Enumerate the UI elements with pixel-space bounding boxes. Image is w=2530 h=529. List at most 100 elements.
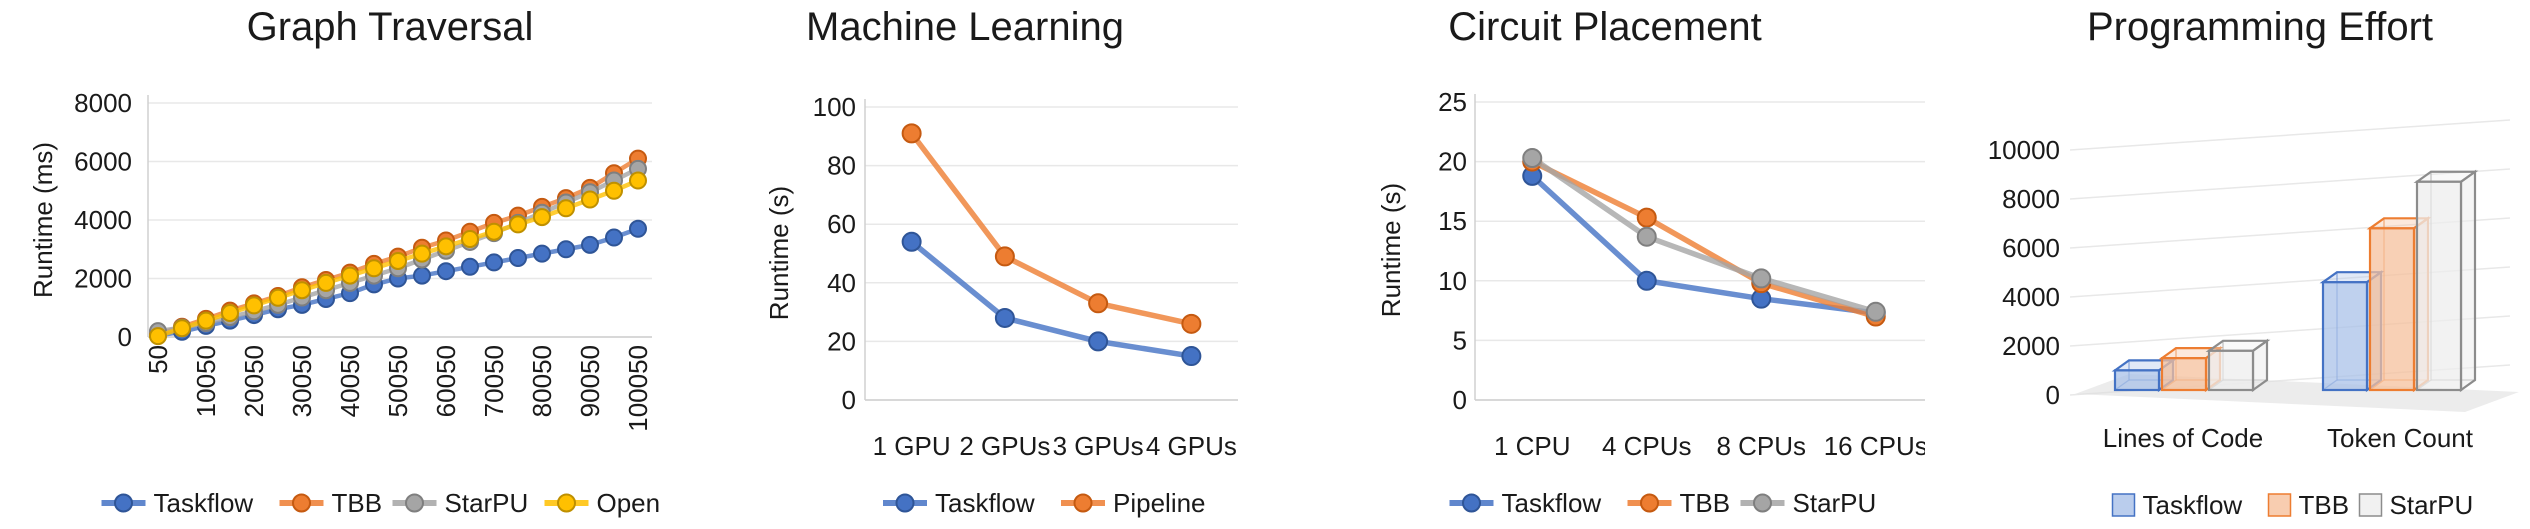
legend-circle-marker: [405, 493, 424, 513]
y-tick-label: 6000: [2002, 233, 2060, 263]
legend-item-taskflow: Taskflow: [883, 488, 1035, 518]
chart-title: Machine Learning: [806, 5, 1124, 49]
x-tick-label: 4 CPUs: [1602, 431, 1692, 461]
legend-circle-marker: [1073, 493, 1093, 513]
data-point-marker: [901, 231, 922, 252]
data-point-marker: [149, 327, 167, 346]
data-point-marker: [605, 181, 623, 200]
data-point-marker: [1088, 331, 1109, 352]
data-point-marker: [581, 190, 599, 209]
data-point-marker: [197, 311, 215, 330]
data-point-marker: [629, 219, 647, 238]
data-point-marker: [485, 253, 503, 272]
x-tick-label: 30050: [287, 345, 317, 417]
chart-programming-effort: 0 2000 4000 6000 8000 10000 Lines of Code Token…: [1925, 0, 2530, 529]
data-point-marker: [1522, 148, 1543, 169]
y-tick-label: 20: [827, 326, 856, 356]
data-point-marker: [581, 235, 599, 254]
legend-label: Taskflow: [154, 488, 254, 518]
y-axis-title: Runtime (s): [1376, 183, 1406, 317]
chart-title: Graph Traversal: [247, 5, 534, 49]
legend-label: OpenMP: [597, 488, 661, 518]
x-tick-label: 60050: [431, 345, 461, 417]
series-line: [1530, 155, 1877, 315]
x-tick-label: 16 CPUs: [1824, 431, 1925, 461]
x-tick-label: 2 GPUs: [959, 431, 1050, 461]
x-tick-label: 50: [143, 345, 173, 374]
legend-label: Taskflow: [935, 488, 1035, 518]
legend-item-taskflow: Taskflow: [101, 488, 254, 518]
legend-item-pipeline: Pipeline: [1061, 488, 1206, 518]
data-point-marker: [437, 237, 455, 256]
data-point-marker: [293, 281, 311, 300]
y-axis-title: Runtime (s): [764, 186, 794, 320]
legend-square-marker: [2111, 493, 2136, 517]
bar-front-face: [2113, 369, 2161, 392]
data-point-marker: [461, 257, 479, 276]
y-tick-label: 10: [1438, 266, 1467, 296]
legend-item-starpu: StarPU: [2358, 490, 2474, 520]
legend-label: Taskflow: [1502, 488, 1602, 518]
legend-circle-marker: [1640, 493, 1659, 513]
x-tick-label: 50050: [383, 345, 413, 417]
y-tick-label: 25: [1438, 87, 1467, 117]
data-point-marker: [994, 246, 1015, 267]
legend-circle-marker: [114, 493, 133, 513]
legend-item-taskflow: Taskflow: [1449, 488, 1602, 518]
x-category-label: Token Count: [2327, 423, 2474, 453]
data-point-marker: [605, 228, 623, 247]
y-tick-label: 2000: [2002, 331, 2060, 361]
data-point-marker: [1636, 270, 1657, 291]
legend-circle-marker: [1753, 493, 1772, 513]
legend-square-marker: [2267, 493, 2292, 517]
legend-label: Pipeline: [1113, 488, 1206, 518]
data-point-marker: [1751, 268, 1772, 289]
data-point-marker: [437, 262, 455, 281]
x-tick-label: 4 GPUs: [1146, 431, 1237, 461]
x-tick-label: 1 GPU: [873, 431, 951, 461]
legend-label: StarPU: [1793, 488, 1877, 518]
y-tick-label: 100: [813, 92, 856, 122]
x-tick-label: 40050: [335, 345, 365, 417]
bar-starpu-token-count: [2413, 169, 2479, 393]
data-point-marker: [317, 273, 335, 292]
y-tick-label: 4000: [2002, 282, 2060, 312]
data-point-marker: [509, 215, 527, 234]
series-line: [1531, 159, 1877, 320]
data-point-marker: [341, 266, 359, 285]
legend-item-openmp: OpenMP: [544, 488, 661, 518]
x-tick-label: 3 GPUs: [1053, 431, 1144, 461]
x-tick-label: 80050: [527, 345, 557, 417]
legend-label: TBB: [1680, 488, 1731, 518]
x-tick-label: 1 CPU: [1494, 431, 1571, 461]
data-point-marker: [173, 319, 191, 338]
gridline: [2069, 119, 2511, 151]
series-starpu: [1522, 148, 1886, 322]
legend-item-tbb: TBB: [1627, 488, 1731, 518]
y-tick-label: 4000: [74, 205, 132, 235]
chart-title: Circuit Placement: [1448, 5, 1761, 49]
y-tick-label: 2000: [74, 264, 132, 294]
series-line: [1530, 173, 1877, 316]
data-point-marker: [557, 240, 575, 259]
legend-label: TBB: [332, 488, 383, 518]
data-point-marker: [509, 249, 527, 268]
data-point-marker: [461, 230, 479, 249]
bar-front-face: [2321, 281, 2369, 392]
legend-label: StarPU: [2390, 490, 2474, 520]
data-point-marker: [1865, 301, 1886, 322]
legend-item-tbb: TBB: [2267, 490, 2349, 520]
legend-circle-marker: [557, 493, 576, 513]
data-point-marker: [413, 266, 431, 285]
legend-label: StarPU: [445, 488, 529, 518]
y-tick-label: 0: [2046, 380, 2060, 410]
series-pipeline: [901, 123, 1202, 334]
bar-side-face: [2459, 169, 2477, 393]
legend-item-starpu: StarPU: [392, 488, 529, 518]
chart-title: Programming Effort: [2087, 5, 2433, 49]
gridline: [2069, 168, 2511, 200]
bar-starpu-lines-of-code: [2205, 338, 2271, 393]
y-tick-label: 0: [842, 385, 856, 415]
bar-front-face: [2368, 227, 2416, 392]
